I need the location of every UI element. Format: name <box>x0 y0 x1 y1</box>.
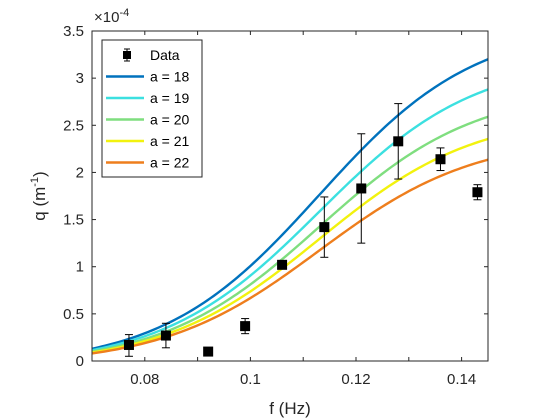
data-point <box>203 346 214 357</box>
data-point <box>319 222 330 233</box>
legend-label: Data <box>150 47 180 63</box>
data-point <box>393 136 404 147</box>
y-exponent-label: ×10-4 <box>94 7 129 26</box>
legend-box <box>101 39 203 178</box>
x-axis-title: f (Hz) <box>269 399 311 418</box>
series-line-4 <box>91 137 489 354</box>
legend: Data a = 18 a = 19 a = 20 a = 21 a = 22 <box>101 39 203 178</box>
y-axis-title: q (m-1) <box>29 171 49 220</box>
legend-label: a = 20 <box>150 112 190 128</box>
y-exponent-power: -4 <box>119 7 129 19</box>
y-tick-label: 2 <box>76 164 84 181</box>
y-tick-label: 3.5 <box>63 23 84 40</box>
legend-label: a = 18 <box>150 69 190 85</box>
series-line-5 <box>91 158 489 355</box>
y-axis-title-superscript: -1 <box>29 177 41 187</box>
legend-label: a = 22 <box>150 155 190 171</box>
y-tick-label: 1 <box>76 259 84 276</box>
y-tick-label: 0 <box>76 353 84 370</box>
y-tick-label: 2.5 <box>63 117 84 134</box>
ticks-layer: 0.08 0.1 0.12 0.14 0 0.5 1 1.5 2 2.5 3 3.5 <box>63 23 488 388</box>
data-point <box>240 321 251 332</box>
series-line-1 <box>91 58 489 350</box>
points-layer <box>123 103 483 357</box>
data-point <box>277 259 288 270</box>
y-tick-label: 0.5 <box>63 306 84 323</box>
x-tick-label: 0.1 <box>240 371 261 388</box>
curves-layer <box>91 58 489 355</box>
series-line-2 <box>91 88 489 352</box>
x-tick-label: 0.08 <box>130 371 159 388</box>
legend-entries: Data a = 18 a = 19 a = 20 a = 21 a = 22 <box>106 47 190 171</box>
data-point <box>160 330 171 341</box>
series-line-3 <box>91 115 489 353</box>
y-tick-label: 3 <box>76 70 84 87</box>
legend-label: a = 19 <box>150 90 190 106</box>
x-tick-label: 0.12 <box>341 371 370 388</box>
legend-marker-data <box>123 51 131 59</box>
data-point <box>123 339 134 350</box>
data-point <box>356 183 367 194</box>
y-tick-label: 1.5 <box>63 212 84 229</box>
data-point <box>435 154 446 165</box>
legend-label: a = 21 <box>150 133 190 149</box>
data-point <box>472 187 483 198</box>
x-tick-label: 0.14 <box>447 371 476 388</box>
plot-frame <box>91 30 489 362</box>
